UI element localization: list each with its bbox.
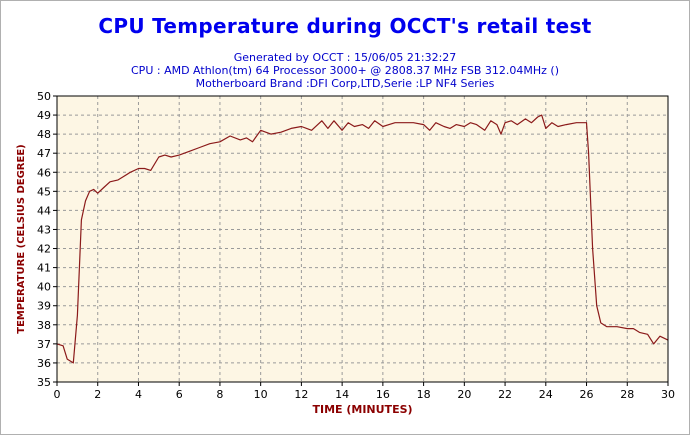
x-tick-label: 10 — [254, 388, 268, 401]
x-tick-label: 22 — [498, 388, 512, 401]
y-tick-label: 39 — [37, 300, 51, 313]
x-tick-label: 30 — [661, 388, 675, 401]
y-tick-label: 48 — [37, 128, 51, 141]
x-tick-label: 16 — [376, 388, 390, 401]
y-tick-label: 49 — [37, 109, 51, 122]
y-tick-label: 47 — [37, 147, 51, 160]
y-tick-label: 37 — [37, 338, 51, 351]
x-tick-label: 6 — [176, 388, 183, 401]
x-tick-label: 12 — [294, 388, 308, 401]
plot-area — [57, 96, 668, 382]
y-tick-label: 42 — [37, 243, 51, 256]
chart-subtitle-generated: Generated by OCCT : 15/06/05 21:32:27 — [233, 51, 457, 64]
x-tick-label: 24 — [539, 388, 553, 401]
y-tick-label: 41 — [37, 262, 51, 275]
y-tick-label: 43 — [37, 223, 51, 236]
plot-border — [56, 95, 669, 383]
x-tick-label: 4 — [135, 388, 142, 401]
y-tick-label: 35 — [37, 376, 51, 389]
chart-subtitle-cpu: CPU : AMD Athlon(tm) 64 Processor 3000+ … — [131, 64, 559, 77]
y-tick-label: 46 — [37, 166, 51, 179]
axis-ticks: 0 2 4 6 8 10 12 14 16 18 20 22 24 26 28 303536373839404… — [37, 90, 675, 401]
x-axis-label: TIME (MINUTES) — [312, 403, 412, 416]
x-tick-label: 0 — [54, 388, 61, 401]
x-tick-label: 20 — [457, 388, 471, 401]
y-axis-label: TEMPERATURE (CELSIUS DEGREE) — [16, 144, 27, 334]
series-layer — [56, 114, 669, 364]
y-tick-label: 50 — [37, 90, 51, 103]
x-tick-label: 14 — [335, 388, 349, 401]
y-tick-label: 44 — [37, 204, 51, 217]
y-tick-label: 36 — [37, 357, 51, 370]
chart-title: CPU Temperature during OCCT's retail tes… — [98, 14, 592, 38]
series-line-temperature — [56, 114, 669, 364]
x-tick-label: 18 — [417, 388, 431, 401]
y-tick-label: 40 — [37, 281, 51, 294]
x-tick-label: 2 — [94, 388, 101, 401]
x-tick-label: 8 — [216, 388, 223, 401]
x-tick-label: 28 — [620, 388, 634, 401]
y-tick-label: 45 — [37, 185, 51, 198]
y-tick-label: 38 — [37, 319, 51, 332]
chart-subtitle-motherboard: Motherboard Brand :DFI Corp,LTD,Serie :L… — [195, 77, 495, 90]
x-tick-label: 26 — [580, 388, 594, 401]
